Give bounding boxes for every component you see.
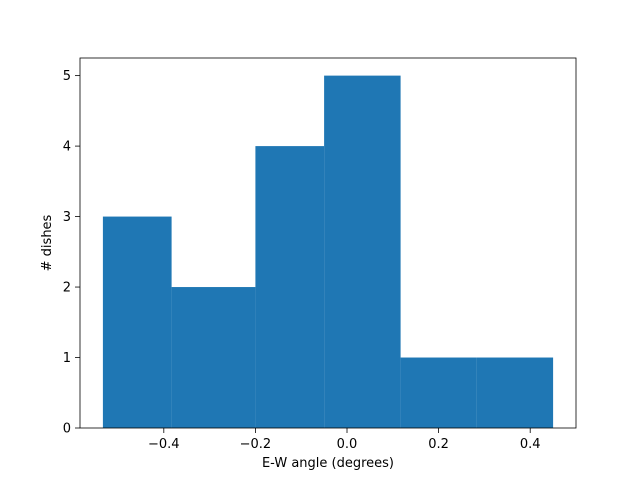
x-tick-label: −0.2 (240, 437, 272, 452)
y-tick-label: 1 (63, 351, 71, 366)
y-axis-label: # dishes (40, 214, 55, 271)
x-tick-label: −0.4 (148, 437, 180, 452)
y-tick-label: 5 (63, 69, 71, 84)
y-tick-label: 4 (63, 140, 71, 155)
histogram-bar-2 (255, 146, 325, 428)
histogram-bar-4 (400, 357, 477, 428)
histogram-bar-3 (324, 75, 401, 428)
bars-group (102, 75, 554, 428)
x-axis-label: E-W angle (degrees) (262, 456, 394, 471)
x-ticks-group: −0.4 −0.2 0.0 0.2 0.4 (148, 428, 541, 452)
y-ticks-group: 0 1 2 3 4 5 (63, 69, 80, 437)
y-tick-label: 2 (63, 281, 71, 296)
histogram-bar-5 (476, 357, 554, 428)
plot-frame (79, 57, 577, 429)
x-tick-label: 0.4 (520, 437, 541, 452)
x-tick-label: 0.2 (428, 437, 449, 452)
histogram-bar-1 (171, 287, 256, 428)
histogram-bar-0 (102, 216, 172, 428)
x-tick-label: 0.0 (337, 437, 358, 452)
y-tick-label: 0 (63, 422, 71, 437)
y-tick-label: 3 (63, 210, 71, 225)
